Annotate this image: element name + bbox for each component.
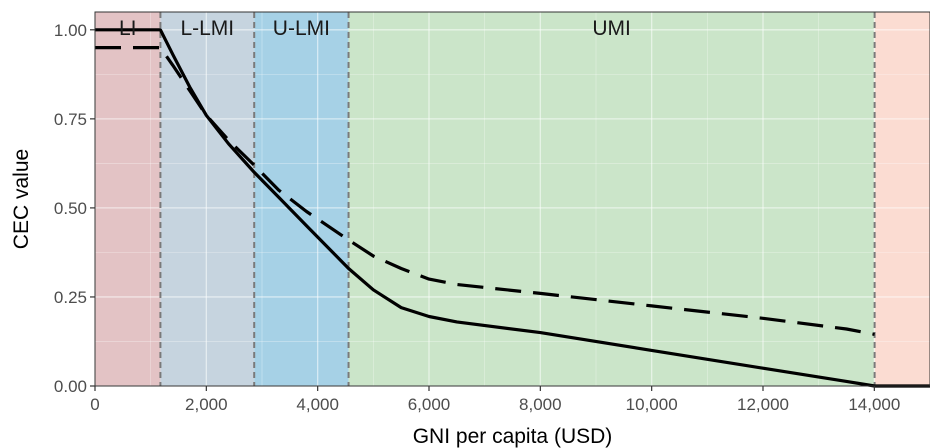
series-line-solid bbox=[95, 28, 930, 388]
x-tick-label: 8,000 bbox=[519, 395, 562, 414]
band-labels: LI L-LMI U-LMI UMI bbox=[119, 17, 631, 40]
series-line-dashed bbox=[95, 45, 875, 336]
band-boundaries bbox=[159, 12, 876, 386]
band-label: LI bbox=[119, 17, 137, 40]
income-band-0 bbox=[95, 12, 161, 386]
income-bands bbox=[95, 12, 930, 386]
panel-border bbox=[94, 11, 930, 387]
x-tick-label: 6,000 bbox=[408, 395, 451, 414]
x-tick-label: 14,000 bbox=[848, 395, 900, 414]
x-tick-label: 12,000 bbox=[737, 395, 789, 414]
y-axis-title: CEC value bbox=[10, 149, 33, 249]
income-band-1 bbox=[160, 12, 255, 386]
x-tick-label: 2,000 bbox=[185, 395, 228, 414]
band-label: U-LMI bbox=[273, 17, 330, 40]
x-axis-title: GNI per capita (USD) bbox=[413, 425, 613, 448]
band-label: L-LMI bbox=[180, 17, 234, 40]
x-tick-label: 10,000 bbox=[626, 395, 678, 414]
income-band-2 bbox=[254, 12, 349, 386]
x-tick-label: 0 bbox=[90, 395, 99, 414]
income-band-3 bbox=[348, 12, 875, 386]
x-tick-label: 4,000 bbox=[296, 395, 339, 414]
income-band-4 bbox=[874, 12, 930, 386]
series bbox=[95, 28, 930, 388]
y-tick-label: 0.00 bbox=[54, 377, 87, 396]
y-tick-label: 0.25 bbox=[54, 288, 87, 307]
y-tick-label: 0.50 bbox=[54, 199, 87, 218]
y-tick-label: 0.75 bbox=[54, 110, 87, 129]
x-axis: 0 2,000 4,000 6,000 8,000 10,000 12,000 14,000 bbox=[90, 386, 900, 414]
band-label: UMI bbox=[592, 17, 631, 40]
y-tick-label: 1.00 bbox=[54, 21, 87, 40]
y-axis: 0.00 0.25 0.50 0.75 1.00 bbox=[54, 21, 95, 396]
